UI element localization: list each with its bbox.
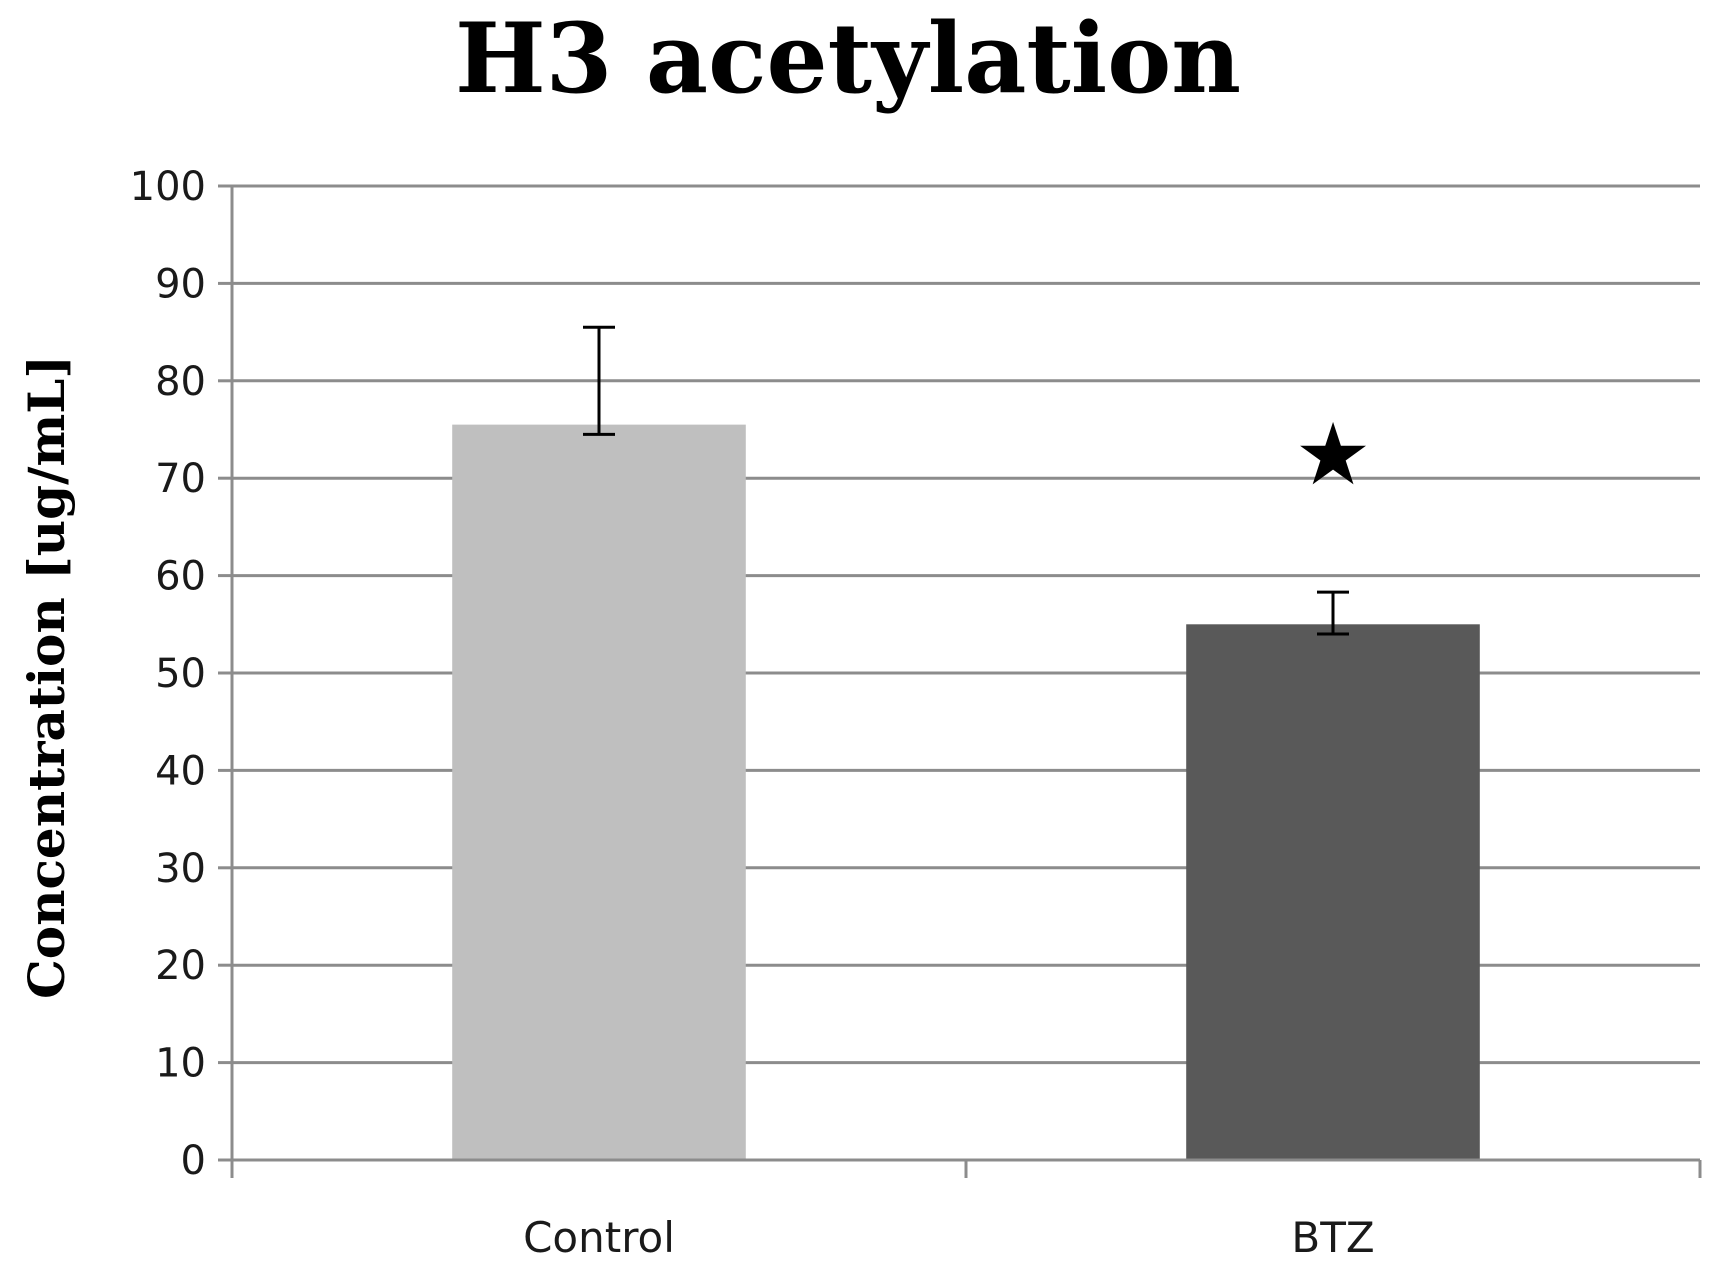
annotations: ★ <box>1294 405 1371 505</box>
chart-title: H3 acetylation <box>455 2 1241 115</box>
y-tick-label: 50 <box>155 651 206 697</box>
y-tick-label: 20 <box>155 943 206 989</box>
y-tick-labels: 0 10 20 30 40 50 60 70 80 90 100 <box>130 164 206 1184</box>
axes <box>230 186 1702 1178</box>
y-tick-label: 70 <box>155 456 206 502</box>
x-tick-label: BTZ <box>1291 1213 1374 1262</box>
y-tick-label: 80 <box>155 359 206 405</box>
y-tick-label: 0 <box>181 1138 206 1184</box>
y-tick-label: 10 <box>155 1041 206 1087</box>
bar-btz <box>1186 624 1480 1160</box>
x-tick-labels: Control BTZ <box>523 1213 1375 1262</box>
y-tick-label: 100 <box>130 164 206 210</box>
y-tick-label: 30 <box>155 846 206 892</box>
x-tick-label: Control <box>523 1213 675 1262</box>
y-tick-label: 40 <box>155 748 206 794</box>
error-bars <box>583 325 1349 636</box>
significance-star: ★ <box>1294 405 1371 505</box>
y-tick-label: 90 <box>155 261 206 307</box>
y-tick-label: 60 <box>155 554 206 600</box>
bar-control <box>452 424 746 1160</box>
bars <box>452 424 1480 1160</box>
y-axis-label: Concentration [ug/mL] <box>17 355 76 999</box>
